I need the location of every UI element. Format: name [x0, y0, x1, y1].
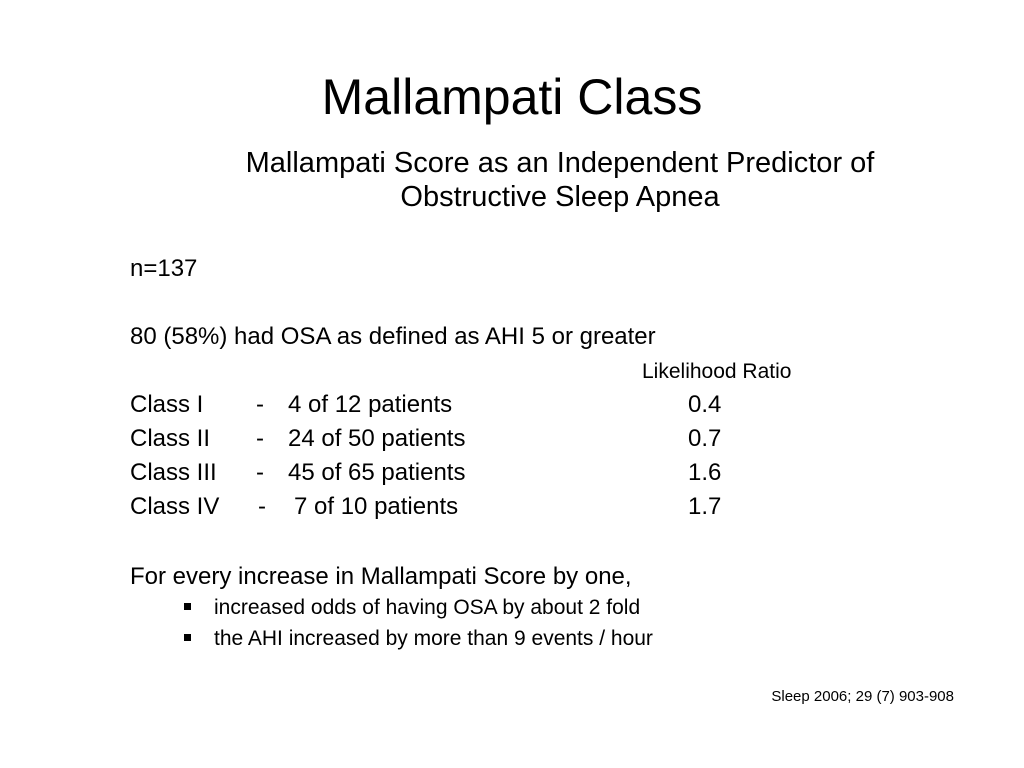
- slide-title: Mallampati Class: [321, 69, 703, 125]
- class-label: Class II: [130, 425, 211, 452]
- likelihood-ratio-value: 0.4: [688, 391, 722, 418]
- citation-text: Sleep 2006; 29 (7) 903-908: [771, 688, 954, 705]
- likelihood-ratio-value: 1.7: [688, 493, 722, 520]
- slide-subtitle: Mallampati Score as an Independent Predi…: [100, 146, 1020, 214]
- dash-separator: -: [258, 493, 266, 520]
- subtitle-line-1: Mallampati Score as an Independent Predi…: [245, 147, 875, 179]
- likelihood-ratio-header: Likelihood Ratio: [642, 360, 792, 383]
- patient-count: 45 of 65 patients: [288, 459, 466, 486]
- sample-size-text: n=137: [130, 255, 198, 282]
- bullet-text: increased odds of having OSA by about 2 …: [214, 596, 641, 619]
- likelihood-ratio-value: 1.6: [688, 459, 722, 486]
- patient-count: 24 of 50 patients: [288, 425, 466, 452]
- dash-separator: -: [256, 391, 264, 418]
- bullet-text: the AHI increased by more than 9 events …: [214, 627, 653, 650]
- likelihood-ratio-value: 0.7: [688, 425, 722, 452]
- patient-count: 4 of 12 patients: [288, 391, 453, 418]
- class-label: Class IV: [130, 493, 220, 520]
- class-label: Class III: [130, 459, 217, 486]
- class-label: Class I: [130, 391, 204, 418]
- square-bullet-icon: [184, 634, 191, 641]
- increase-statement-text: For every increase in Mallampati Score b…: [130, 563, 632, 590]
- square-bullet-icon: [184, 603, 191, 610]
- patient-count: 7 of 10 patients: [294, 493, 459, 520]
- osa-statement-text: 80 (58%) had OSA as defined as AHI 5 or …: [130, 323, 656, 350]
- dash-separator: -: [256, 425, 264, 452]
- subtitle-line-2: Obstructive Sleep Apnea: [400, 181, 720, 213]
- dash-separator: -: [256, 459, 264, 486]
